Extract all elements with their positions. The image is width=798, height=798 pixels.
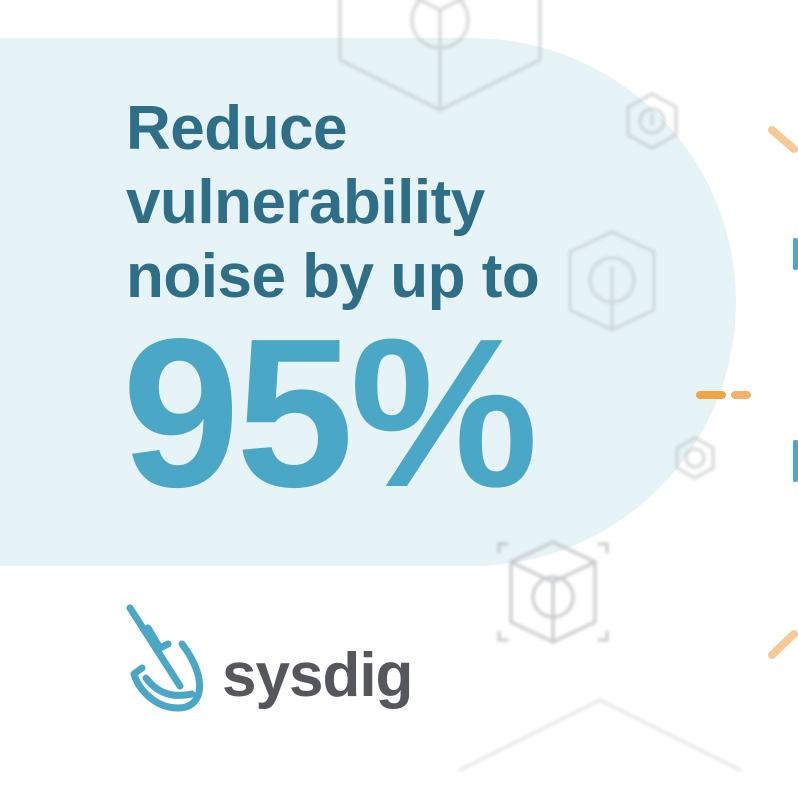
cube-alert-icon (568, 230, 656, 332)
accent-line (768, 630, 798, 659)
shovel-logo-icon (126, 604, 203, 712)
headline-line: noise by up to (126, 242, 540, 311)
accent-block (793, 238, 798, 270)
headline-line: vulnerability (126, 168, 485, 237)
brand-wordmark: sysdig (222, 641, 413, 710)
cube-alert-icon (626, 92, 678, 150)
stat-value: 95% (122, 294, 538, 531)
cube-alert-icon (675, 436, 715, 480)
cube-alert-icon (458, 698, 742, 772)
accent-block (793, 440, 798, 482)
cube-alert-icon (497, 540, 609, 644)
accent-line (768, 126, 798, 153)
headline-line: Reduce (126, 94, 347, 163)
cube-alert-icon (338, 0, 542, 112)
headline: Reduce vulnerability noise by up to (126, 92, 540, 314)
